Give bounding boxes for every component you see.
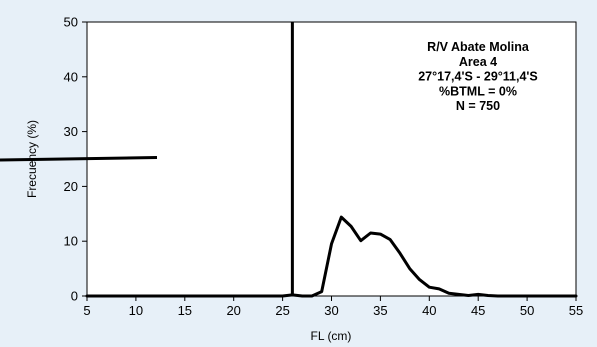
- y-tick-label: 40: [64, 69, 78, 84]
- y-tick-label: 50: [64, 15, 78, 30]
- plot-area: [86, 21, 577, 297]
- x-tick-label: 20: [226, 303, 240, 318]
- x-tick-label: 40: [422, 303, 436, 318]
- y-tick-label: 0: [71, 289, 78, 304]
- x-tick-label: 30: [324, 303, 338, 318]
- annotation-line: N = 750: [456, 99, 500, 113]
- annotation-line: Area 4: [459, 55, 497, 69]
- x-axis-title: FL (cm): [311, 329, 352, 343]
- x-tick-label: 10: [129, 303, 143, 318]
- x-tick-label: 35: [373, 303, 387, 318]
- x-tick-label: 55: [569, 303, 583, 318]
- annotation-line: 27°17,4'S - 29°11,4'S: [418, 70, 538, 84]
- x-tick-label: 45: [471, 303, 485, 318]
- y-tick-label: 30: [64, 124, 78, 139]
- x-axis-ticks: 5 10 15 20 25 30 35 40 45 50 55: [83, 296, 583, 318]
- series-layer: [85, 22, 578, 298]
- annotation-line: R/V Abate Molina: [427, 40, 530, 54]
- y-tick-label: 20: [64, 179, 78, 194]
- y-tick-label: 10: [64, 234, 78, 249]
- x-tick-label: 25: [275, 303, 289, 318]
- y-axis-ticks: 0 10 20 30 40 50: [64, 15, 87, 304]
- x-tick-label: 50: [520, 303, 534, 318]
- x-tick-label: 5: [83, 303, 90, 318]
- frequency-series-line: [85, 215, 578, 298]
- x-tick-label: 15: [178, 303, 192, 318]
- pointer-line: [0, 156, 158, 162]
- annotation-line: %BTML = 0%: [439, 84, 517, 98]
